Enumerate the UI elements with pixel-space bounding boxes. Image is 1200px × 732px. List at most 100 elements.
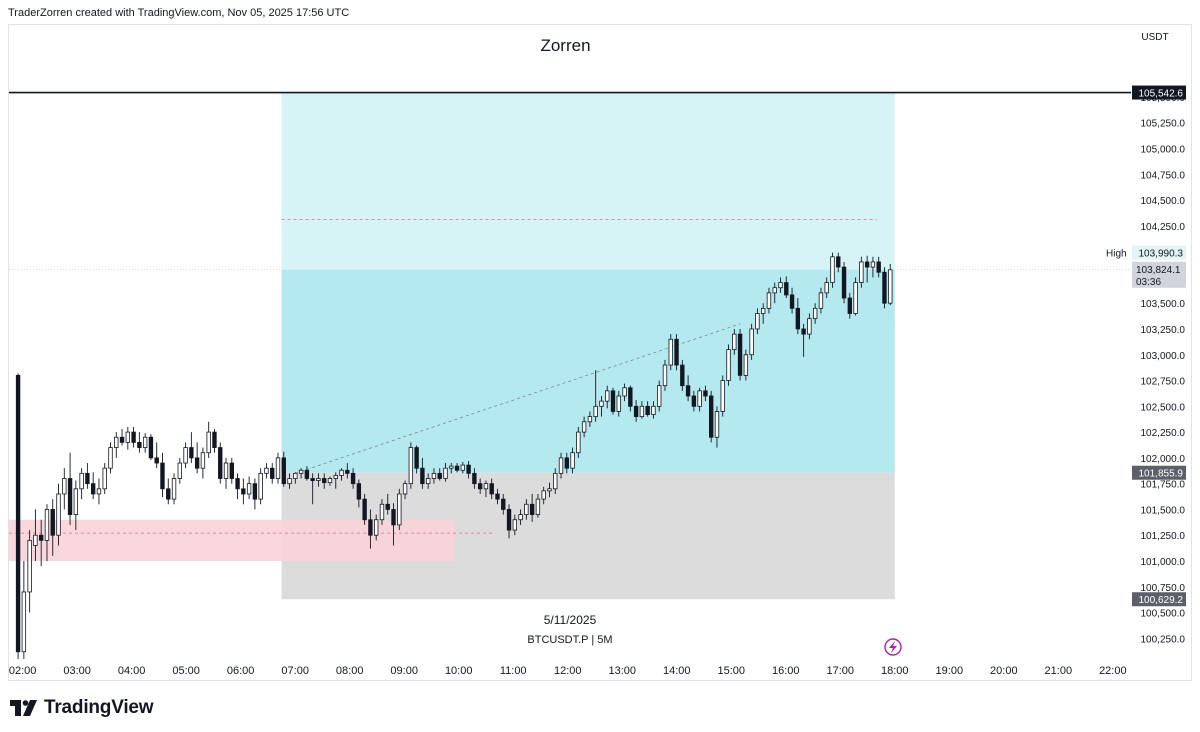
candle: [622, 383, 627, 402]
candle: [350, 468, 356, 489]
candle: [374, 514, 379, 541]
stop-price-tag: 100,629.2: [1132, 592, 1186, 607]
candle: [772, 282, 777, 304]
x-tick-label: 07:00: [281, 665, 309, 677]
candle: [270, 463, 275, 484]
candle: [639, 401, 645, 419]
candle: [841, 261, 847, 304]
candle: [732, 328, 737, 355]
candle: [322, 473, 327, 489]
x-tick-label: 08:00: [336, 665, 364, 677]
x-tick-label: 21:00: [1045, 665, 1073, 677]
candle: [119, 429, 125, 446]
candle: [714, 406, 720, 448]
candle: [223, 457, 229, 489]
candle: [206, 421, 211, 458]
x-tick-label: 16:00: [772, 665, 800, 677]
y-tick-label: 103,000.0: [1141, 351, 1186, 362]
candle: [414, 445, 419, 474]
candle: [605, 385, 610, 409]
candle: [651, 401, 656, 419]
y-tick-label: 100,250.0: [1141, 634, 1186, 645]
candle: [56, 483, 61, 546]
y-tick-label: 102,000.0: [1141, 454, 1186, 465]
candle: [882, 267, 887, 309]
candle: [888, 264, 893, 306]
candle: [593, 370, 598, 422]
candle: [235, 473, 240, 500]
candle: [229, 457, 234, 484]
y-tick-label: 102,500.0: [1141, 402, 1186, 413]
candle: [610, 387, 616, 415]
candle: [680, 359, 685, 391]
candle: [789, 287, 795, 314]
candle: [703, 385, 708, 402]
x-tick-label: 12:00: [554, 665, 582, 677]
x-tick-label: 14:00: [663, 665, 691, 677]
candle: [449, 463, 454, 474]
last-price-value: 103,824.1: [1136, 265, 1181, 276]
currency-label: USDT: [1141, 32, 1168, 43]
candle: [576, 426, 581, 458]
tradingview-logo-text: TradingView: [44, 697, 154, 718]
candle: [362, 493, 367, 525]
candle: [425, 473, 431, 489]
candle: [67, 452, 73, 525]
candle: [709, 390, 714, 443]
y-tick-label: 101,500.0: [1141, 505, 1186, 516]
candle: [801, 323, 806, 357]
x-tick-label: 18:00: [881, 665, 909, 677]
candle: [408, 442, 414, 489]
candle: [218, 442, 223, 484]
high-tag-value: 103,990.3: [1139, 249, 1184, 260]
candle: [506, 504, 512, 539]
candle: [15, 373, 21, 659]
candle: [784, 276, 789, 299]
candle: [131, 426, 136, 448]
x-tick-label: 09:00: [390, 665, 418, 677]
candle: [160, 452, 165, 498]
candle: [495, 488, 500, 505]
candle: [316, 473, 321, 487]
candle: [142, 433, 148, 453]
x-tick-label: 19:00: [936, 665, 964, 677]
candle: [194, 442, 200, 474]
symbol-label: BTCUSDT.P | 5M: [527, 634, 612, 646]
candle: [177, 457, 183, 484]
candle: [304, 466, 310, 481]
candle: [379, 499, 385, 525]
candle: [38, 519, 44, 567]
high-price-tag: High 103,990.3: [1106, 245, 1186, 260]
candle: [200, 447, 206, 479]
candle: [171, 473, 177, 505]
tradingview-logo-icon: [10, 700, 37, 716]
candle: [21, 561, 27, 659]
candle: [212, 429, 217, 453]
candle: [760, 303, 766, 324]
candle: [397, 488, 402, 531]
y-tick-label: 104,750.0: [1141, 170, 1186, 181]
lightning-icon[interactable]: [884, 638, 902, 656]
candle: [333, 472, 338, 489]
candle: [628, 385, 633, 412]
chart-frame: [8, 24, 1192, 681]
candle: [50, 499, 55, 556]
candle: [483, 480, 489, 498]
entry-price-tag: 101,855.9: [1132, 465, 1186, 480]
candle: [275, 452, 281, 484]
candle: [599, 396, 604, 417]
date-label: 5/11/2025: [544, 613, 597, 627]
x-tick-label: 22:00: [1099, 665, 1127, 677]
last-price-tag: 103,824.103:36: [1132, 261, 1186, 288]
target-zone-upper: [281, 92, 895, 270]
candle: [391, 503, 396, 546]
x-tick-label: 13:00: [608, 665, 636, 677]
candle: [691, 390, 697, 412]
candle: [587, 411, 593, 427]
candle: [96, 478, 102, 505]
svg-text:100,629.2: 100,629.2: [1139, 595, 1184, 606]
candle: [864, 255, 870, 283]
tradingview-logo[interactable]: TradingView: [10, 697, 154, 719]
svg-text:105,542.6: 105,542.6: [1139, 89, 1184, 100]
